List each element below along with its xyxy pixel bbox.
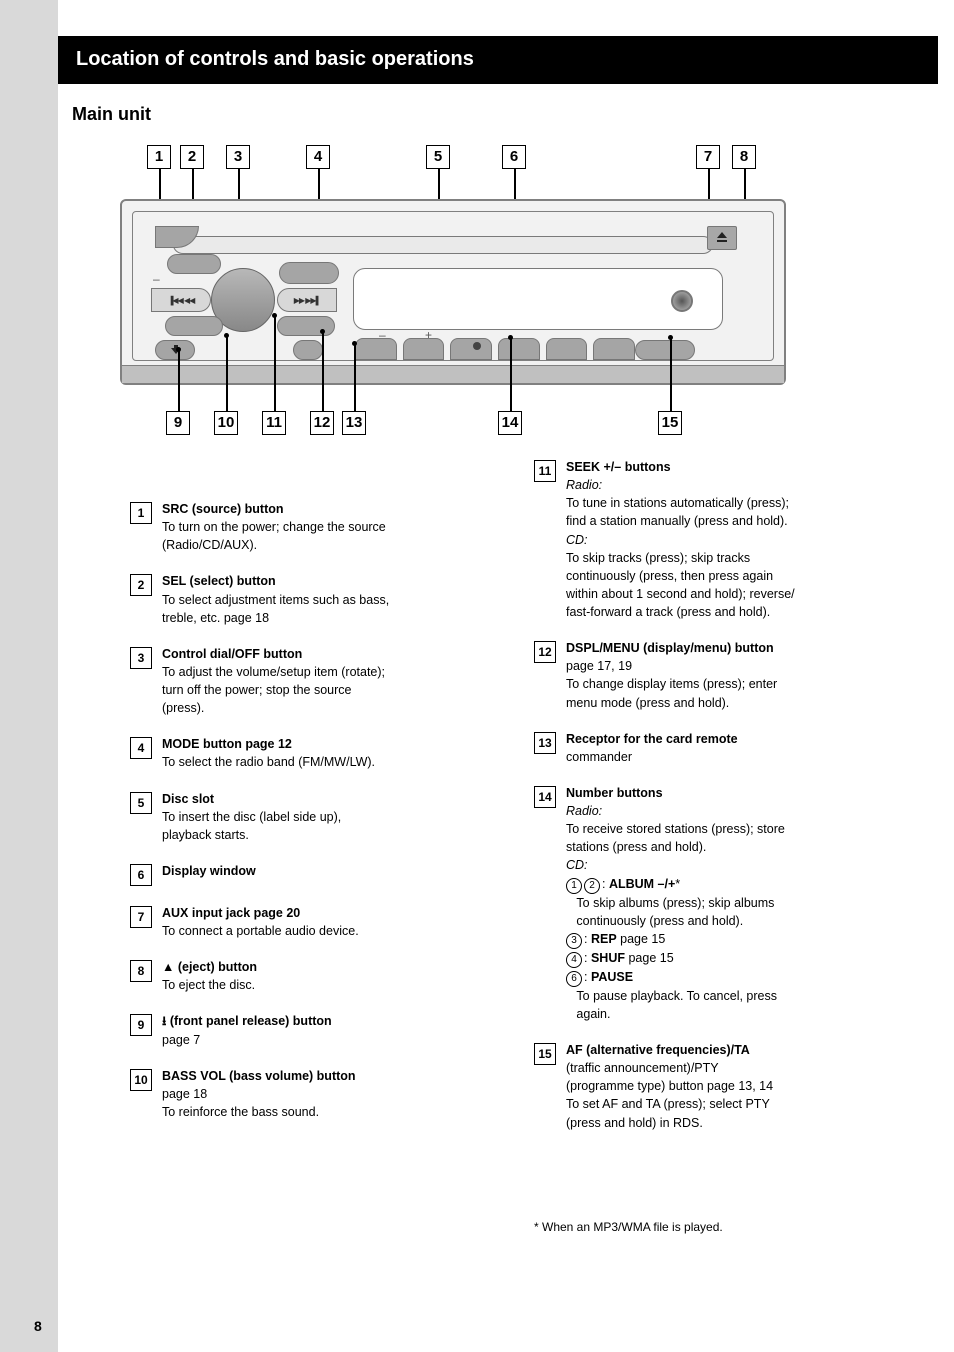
item-4: 4 MODE button page 12To select the radio … [130,735,518,771]
item-number: 12 [534,641,556,663]
item-number: 2 [130,574,152,596]
item-15: 15 AF (alternative frequencies)/TA(traffi… [534,1041,922,1132]
item-9: 9 ⭳ (front panel release) buttonpage 7 [130,1012,518,1048]
number-button [450,338,492,360]
callout-11: 11 [262,411,286,435]
seek-plus-button: ▶▶ ▶▶▌ [277,288,337,312]
item-number: 1 [130,502,152,524]
item-number: 6 [130,864,152,886]
item-number: 5 [130,792,152,814]
item-number: 8 [130,960,152,982]
item-number: 13 [534,732,556,754]
dspl-menu-button [277,316,335,336]
item-12: 12 DSPL/MENU (display/menu) buttonpage 17… [534,639,922,712]
item-5: 5 Disc slotTo insert the disc (label side… [130,790,518,844]
page-number: 8 [34,1318,42,1334]
item-text: AUX input jack page 20To connect a porta… [162,904,518,940]
item-number: 9 [130,1014,152,1036]
mode-button [279,262,339,284]
callout-12: 12 [310,411,334,435]
number-button [593,338,635,360]
item-text: SRC (source) buttonTo turn on the power;… [162,500,518,554]
item-8: 8 ▲ (eject) buttonTo eject the disc. [130,958,518,994]
aux-jack [671,290,693,312]
eject-button [707,226,737,250]
page: Location of controls and basic operation… [0,0,954,1352]
number-button [355,338,397,360]
number-button [498,338,540,360]
item-text: MODE button page 12To select the radio b… [162,735,518,771]
callout-9: 9 [166,411,190,435]
callout-14: 14 [498,411,522,435]
item-number: 10 [130,1069,152,1091]
callout-6: 6 [502,145,526,169]
receptor [293,340,323,360]
item-text: SEEK +/– buttonsRadio:To tune in station… [566,458,922,621]
item-3: 3 Control dial/OFF buttonTo adjust the vo… [130,645,518,718]
seek-minus-button: ▐◀◀ ◀◀ [151,288,211,312]
item-number: 3 [130,647,152,669]
item-7: 7 AUX input jack page 20To connect a port… [130,904,518,940]
callout-10: 10 [214,411,238,435]
item-text: Number buttonsRadio:To receive stored st… [566,784,922,1023]
item-number: 11 [534,460,556,482]
callout-15: 15 [658,411,682,435]
margin-strip [0,0,58,1352]
callout-1: 1 [147,145,171,169]
description-column-right: 11 SEEK +/– buttonsRadio:To tune in stati… [534,458,922,1150]
radio-diagram: 12345678 – + – + ▐◀◀ ◀◀ [118,185,788,445]
callout-5: 5 [426,145,450,169]
callout-8: 8 [732,145,756,169]
item-text: Disc slotTo insert the disc (label side … [162,790,518,844]
item-number: 7 [130,906,152,928]
item-2: 2 SEL (select) buttonTo select adjustment… [130,572,518,626]
description-column-left: 1 SRC (source) buttonTo turn on the power… [130,500,518,1139]
bass-vol-button [165,316,223,336]
number-button [546,338,588,360]
display-window [353,268,723,330]
item-text: Display window [162,862,518,880]
callout-2: 2 [180,145,204,169]
item-text: DSPL/MENU (display/menu) buttonpage 17, … [566,639,922,712]
callout-4: 4 [306,145,330,169]
footnote: * When an MP3/WMA file is played. [534,1220,723,1234]
item-13: 13 Receptor for the card remotecommander [534,730,922,766]
item-number: 4 [130,737,152,759]
af-ta-pty-button [635,340,695,360]
item-number: 15 [534,1043,556,1065]
item-text: Receptor for the card remotecommander [566,730,922,766]
number-button [403,338,445,360]
item-text: AF (alternative frequencies)/TA(traffic … [566,1041,922,1132]
callout-13: 13 [342,411,366,435]
disc-slot [173,236,713,254]
release-button [155,340,195,360]
content: 12345678 – + – + ▐◀◀ ◀◀ [58,0,938,1352]
item-text: SEL (select) buttonTo select adjustment … [162,572,518,626]
item-10: 10 BASS VOL (bass volume) buttonpage 18To… [130,1067,518,1121]
item-6: 6 Display window [130,862,518,886]
item-text: ⭳ (front panel release) buttonpage 7 [162,1012,518,1048]
callout-7: 7 [696,145,720,169]
item-number: 14 [534,786,556,808]
item-text: Control dial/OFF buttonTo adjust the vol… [162,645,518,718]
radio-panel: – + – + ▐◀◀ ◀◀ ▶▶ ▶▶▌ [120,199,786,385]
item-11: 11 SEEK +/– buttonsRadio:To tune in stati… [534,458,922,621]
number-button-row [355,338,635,360]
item-text: BASS VOL (bass volume) buttonpage 18To r… [162,1067,518,1121]
item-text: ▲ (eject) buttonTo eject the disc. [162,958,518,994]
remote-sensor [473,342,481,350]
callout-3: 3 [226,145,250,169]
sel-button [167,254,221,274]
item-1: 1 SRC (source) buttonTo turn on the power… [130,500,518,554]
item-14: 14 Number buttonsRadio:To receive stored … [534,784,922,1023]
